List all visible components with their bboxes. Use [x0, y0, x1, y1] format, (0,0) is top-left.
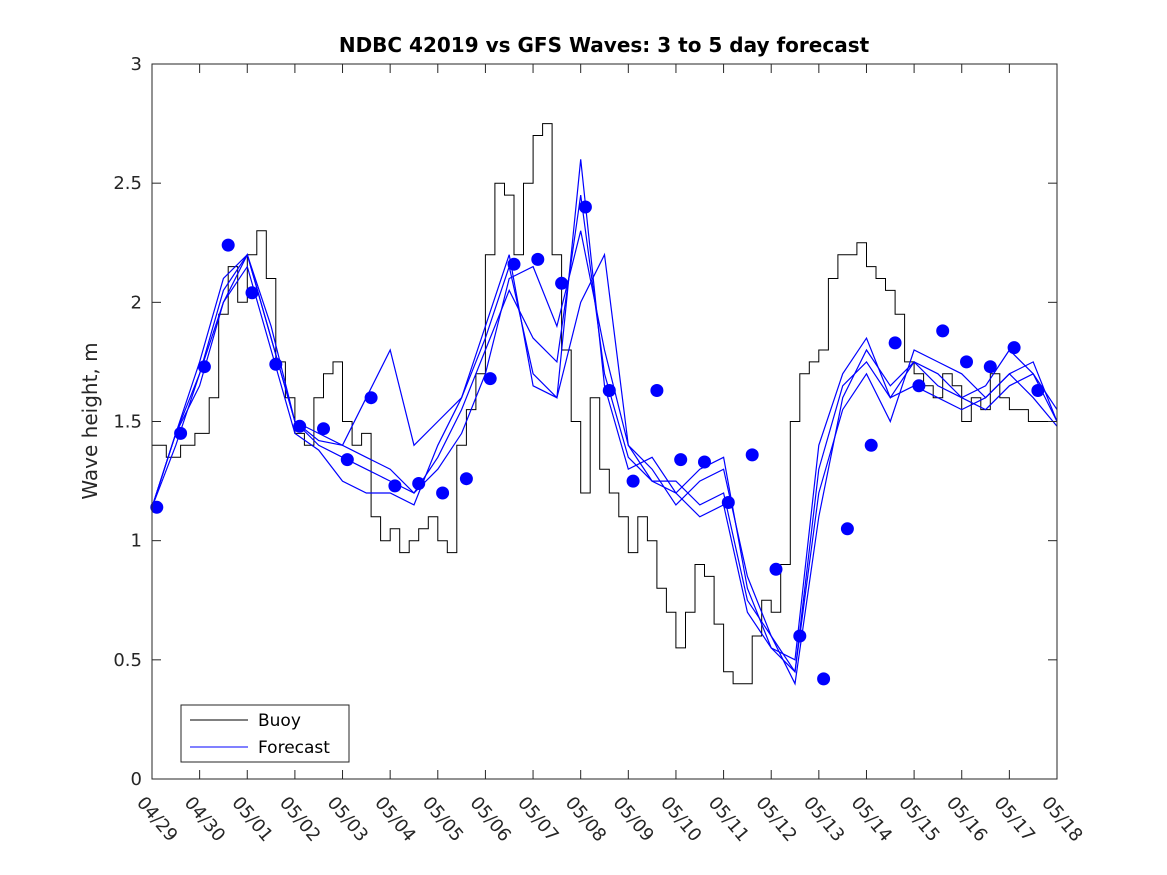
forecast-marker — [745, 448, 759, 462]
buoy-line — [152, 123, 1058, 685]
forecast-marker — [388, 479, 402, 493]
forecast-marker — [983, 360, 997, 374]
y-tick-label: 1 — [131, 531, 142, 552]
forecast-marker — [459, 472, 473, 486]
forecast-marker — [555, 276, 569, 290]
forecast-marker — [174, 426, 188, 440]
forecast-marker — [364, 391, 378, 405]
y-tick-label: 1.5 — [113, 412, 142, 433]
forecast-marker — [602, 384, 616, 397]
forecast-marker — [912, 379, 926, 393]
legend-forecast-label: Forecast — [258, 738, 330, 758]
forecast-marker — [531, 252, 545, 266]
forecast-marker — [840, 522, 854, 536]
forecast-marker — [436, 486, 450, 500]
forecast-marker — [269, 357, 283, 371]
forecast-marker — [674, 453, 688, 467]
forecast-markers — [150, 200, 1045, 686]
forecast-marker — [221, 238, 235, 252]
forecast-marker — [960, 355, 973, 369]
forecast-marker — [245, 286, 259, 300]
forecast-marker — [721, 496, 735, 509]
forecast-marker — [888, 336, 902, 350]
forecast-marker — [507, 257, 521, 271]
y-tick-label: 3 — [131, 54, 142, 75]
forecast-marker — [650, 384, 664, 397]
forecast-marker — [864, 438, 878, 452]
forecast-marker — [578, 200, 592, 214]
forecast-marker — [150, 500, 164, 514]
forecast-marker — [793, 629, 807, 643]
forecast-marker — [936, 324, 950, 338]
legend: Buoy Forecast — [180, 704, 350, 763]
forecast-marker — [317, 422, 330, 436]
forecast-marker — [698, 455, 711, 469]
legend-buoy-label: Buoy — [258, 711, 301, 731]
y-axis-label: Wave height, m — [78, 342, 102, 499]
forecast-marker — [769, 562, 783, 576]
forecast-marker — [483, 372, 497, 386]
forecast-marker — [817, 672, 831, 686]
chart-title: NDBC 42019 vs GFS Waves: 3 to 5 day fore… — [339, 33, 870, 57]
y-tick-label: 0 — [131, 769, 142, 790]
forecast-marker — [293, 419, 307, 433]
y-tick-label: 2.5 — [113, 173, 142, 194]
buoy-series — [152, 123, 1058, 685]
forecast-marker — [626, 474, 640, 488]
y-axis: 0 0.5 1 1.5 2 2.5 3 — [113, 54, 1057, 790]
forecast-marker — [1031, 384, 1045, 397]
y-tick-label: 2 — [131, 292, 142, 313]
forecast-marker — [197, 360, 211, 374]
y-tick-label: 0.5 — [113, 650, 142, 671]
forecast-marker — [1007, 341, 1021, 355]
forecast-marker — [340, 453, 354, 467]
forecast-marker — [412, 477, 426, 490]
legend-box — [180, 704, 350, 763]
